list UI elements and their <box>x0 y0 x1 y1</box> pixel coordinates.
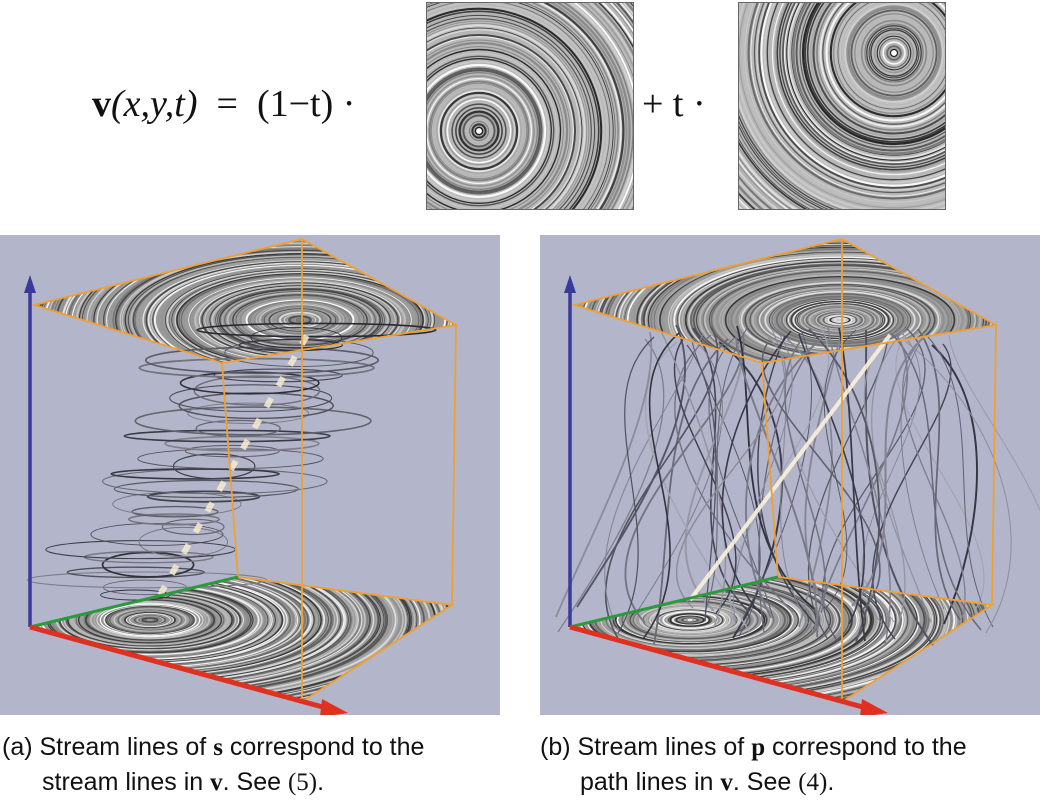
caption-b-see: . See <box>733 768 798 796</box>
b-glow-core <box>690 335 890 600</box>
caption-a-label: (a) Stream lines of <box>2 733 213 761</box>
a-stream-lines <box>28 323 436 600</box>
plus-term: + t · <box>642 82 706 126</box>
vortex-field-right-image <box>738 2 946 210</box>
factor-term: (1−t) · <box>257 83 355 125</box>
caption-a-line2-text: stream lines in <box>42 768 210 796</box>
caption-a-line2: stream lines in v. See (5). <box>2 765 502 800</box>
caption-b-label: (b) Stream lines of <box>540 733 751 761</box>
velocity-args: (x,y,t) <box>111 83 198 125</box>
a-bottom-face <box>0 486 500 715</box>
caption-a-ref[interactable]: (5) <box>288 769 317 796</box>
a-axis-x-arrow <box>320 699 348 715</box>
panel-a-stream-lines <box>0 235 500 715</box>
vortex-rings-right <box>739 3 945 209</box>
equals-sign: = <box>217 83 238 125</box>
caption-b-symbol: p <box>751 734 765 761</box>
caption-b-line2-text: path lines in <box>580 768 720 796</box>
caption-b-end: . <box>827 768 834 796</box>
velocity-symbol: v <box>92 83 111 125</box>
equation: v(x,y,t) = (1−t) · + t · <box>0 0 1040 215</box>
caption-a-see: . See <box>223 768 288 796</box>
b-axis-z-arrow <box>564 275 576 293</box>
caption-a: (a) Stream lines of s correspond to the … <box>2 730 502 800</box>
caption-a-mid: correspond to the <box>223 733 425 761</box>
panel-b-path-lines <box>540 235 1040 715</box>
caption-b-mid: correspond to the <box>765 733 967 761</box>
vortex-field-left-image <box>426 2 634 210</box>
b-axis-x-arrow <box>860 699 888 715</box>
caption-a-symbol: s <box>213 734 223 761</box>
equation-lhs: v(x,y,t) = (1−t) · <box>92 82 355 126</box>
a-axis-z-arrow <box>24 275 36 293</box>
caption-a-line2-symbol: v <box>210 769 223 796</box>
caption-b-ref[interactable]: (4) <box>798 769 827 796</box>
caption-b-line2-symbol: v <box>720 769 733 796</box>
caption-a-end: . <box>317 768 324 796</box>
caption-b-line2: path lines in v. See (4). <box>540 765 1040 800</box>
caption-b: (b) Stream lines of p correspond to the … <box>540 730 1040 800</box>
vortex-rings-left <box>427 3 633 209</box>
